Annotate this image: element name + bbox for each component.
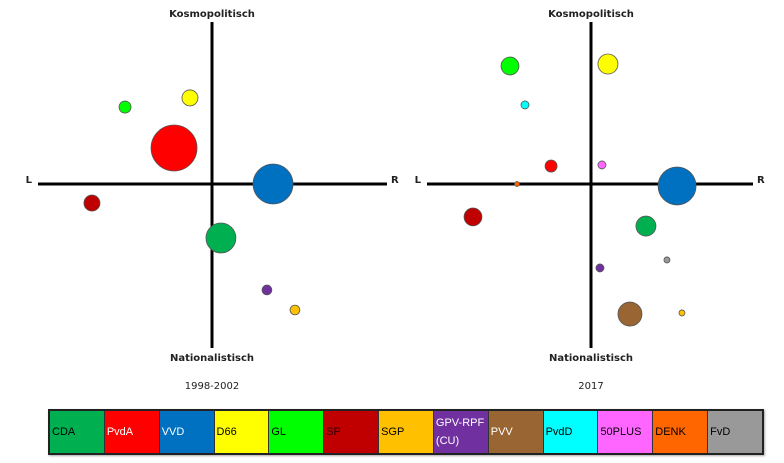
axis-label-left: L [415,175,422,186]
party-bubble-d66 [597,53,619,75]
party-bubble-sp [83,194,101,212]
party-bubble-gpv-rpf-cu- [595,263,605,273]
axis-label-bottom: Nationalistisch [170,353,254,364]
party-bubble-fvd [663,256,671,264]
party-bubble-vvd [252,163,294,205]
chart-subtitle: 2017 [578,381,603,392]
axis-label-right: R [391,175,399,186]
party-bubble-sgp [678,309,686,317]
party-bubble-d66 [181,89,199,107]
party-position-charts: Kosmopolitisch Nationalistisch L R 1998-2002… [26,9,765,392]
legend-item-pvdd: PvdD [543,411,599,453]
legend-item-denk: DENK [653,411,709,453]
party-bubble-cda [635,215,657,237]
party-bubble-vvd [657,166,697,206]
axis-label-left: L [26,175,33,186]
axis-label-top: Kosmopolitisch [548,9,634,20]
party-bubble-50plus [597,160,607,170]
chart-subtitle: 1998-2002 [185,381,240,392]
legend-item-d66: D66 [214,411,270,453]
legend-item-sgp: SGP [379,411,434,453]
legend-item-pvda: PvdA [104,411,160,453]
axis-label-bottom: Nationalistisch [549,353,633,364]
legend-item-sp: SP [324,411,380,453]
party-bubble-pvdd [520,100,530,110]
party-bubble-pvv [617,301,643,327]
party-bubble-gl [500,56,520,76]
party-bubble-gl [118,100,132,114]
legend-item-vvd: VVD [159,411,215,453]
axis-label-right: R [757,175,765,186]
legend-item-fvd: FvD [708,411,762,453]
party-legend: CDA PvdA VVD D66 GL SP SGP GPV-RPF (CU) PVV PvdD 5… [48,409,764,455]
legend-item-cda: CDA [50,411,105,453]
party-bubble-sp [463,207,483,227]
legend-item-gl: GL [269,411,325,453]
party-bubble-sgp [289,304,301,316]
legend-item-gpv-rpf-cu-: GPV-RPF (CU) [433,411,489,453]
party-bubble-denk [514,181,520,187]
party-bubble-pvda [544,159,558,173]
party-bubble-pvda [150,124,198,172]
axis-label-top: Kosmopolitisch [169,9,255,20]
party-bubble-gpv-rpf-cu- [261,284,273,296]
party-bubble-cda [205,222,237,254]
legend-item-pvv: PVV [488,411,544,453]
legend-item-50plus: 50PLUS [598,411,654,453]
